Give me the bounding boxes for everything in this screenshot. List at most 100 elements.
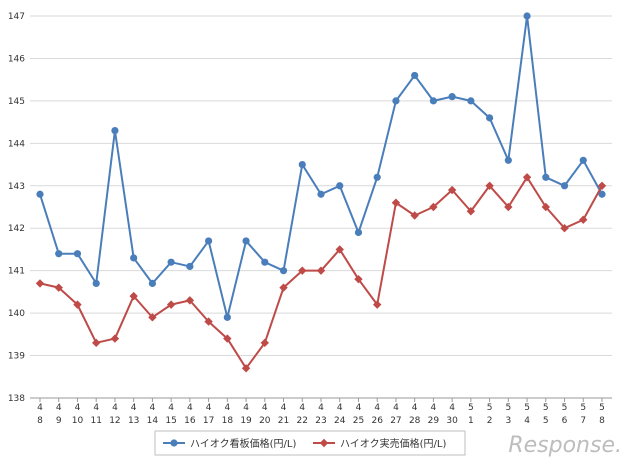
data-point [298,160,306,169]
x-tick-day: 2 [487,416,493,426]
data-point [411,71,419,80]
y-tick-label: 139 [8,352,25,362]
x-tick-month: 4 [393,403,399,413]
y-tick-label: 145 [8,97,25,107]
legend: ハイオク看板価格(円/L) ハイオク実売価格(円/L) [154,430,466,456]
data-point [579,156,587,164]
x-tick-day: 13 [128,416,139,426]
data-point [185,296,195,305]
data-point [110,334,120,343]
x-tick-month: 4 [412,403,418,413]
x-tick-day: 27 [390,416,401,426]
x-tick-month: 4 [187,403,193,413]
x-tick-day: 30 [446,416,458,426]
y-tick-label: 147 [8,12,25,22]
data-point [504,202,513,212]
x-tick-month: 5 [562,403,568,413]
data-point [429,202,438,212]
data-point [354,228,363,237]
x-tick-month: 4 [75,403,81,413]
data-point [92,279,100,287]
data-point [542,173,550,181]
data-point [129,291,138,301]
legend-entry: ハイオク看板価格(円/L) [163,437,296,450]
x-tick-month: 5 [468,403,474,413]
data-point [242,237,250,245]
data-point [166,300,176,309]
series-1 [36,12,606,321]
x-tick-month: 4 [37,403,43,413]
x-tick-month: 5 [524,403,530,413]
x-tick-day: 5 [543,416,549,426]
x-tick-month: 4 [356,403,362,413]
x-tick-month: 4 [112,403,118,413]
data-point [466,207,476,216]
x-tick-month: 4 [243,403,249,413]
x-tick-month: 4 [262,403,268,413]
x-tick-day: 18 [222,416,234,426]
watermark: Response. [508,433,622,458]
data-point [391,198,401,207]
x-tick-day: 11 [90,416,101,426]
y-tick-label: 141 [8,267,25,277]
data-point [335,245,344,254]
data-point [560,224,569,233]
x-tick-month: 5 [543,403,549,413]
x-tick-day: 28 [409,416,421,426]
data-point [523,12,531,20]
data-point [598,190,606,198]
legend-label: ハイオク実売価格(円/L) [340,437,446,450]
gridlines [30,15,612,402]
x-tick-month: 4 [224,403,230,413]
data-point [55,250,63,258]
data-point [373,173,381,181]
legend-label: ハイオク看板価格(円/L) [190,437,296,450]
data-point [35,279,45,288]
data-point [170,439,178,447]
y-tick-label: 143 [8,182,25,192]
data-point [36,190,44,198]
data-point [73,250,82,258]
x-tick-month: 4 [374,403,380,413]
data-point [597,181,607,190]
data-point [279,283,288,292]
data-point [447,185,457,195]
data-point [541,202,550,212]
data-point [504,156,512,164]
data-point [448,93,456,101]
data-point [467,97,475,105]
x-tick-month: 4 [337,403,343,413]
data-point [485,181,494,190]
data-point [317,190,325,198]
data-point [167,258,175,266]
x-tick-day: 14 [147,416,159,426]
data-point [486,114,494,122]
x-tick-day: 23 [315,416,326,426]
data-point [148,279,156,287]
x-tick-month: 4 [56,403,62,413]
x-tick-day: 19 [240,416,252,426]
data-point [410,211,419,220]
x-tick-day: 17 [203,416,214,426]
data-point [316,266,326,275]
data-point [54,283,63,292]
data-point [392,97,400,105]
data-point [241,364,251,373]
x-tick-day: 15 [165,416,176,426]
data-point [130,254,138,262]
data-point [205,237,213,245]
x-tick-month: 5 [580,403,586,413]
x-tick-month: 5 [599,403,605,413]
x-tick-month: 4 [318,403,324,413]
data-point [260,338,269,348]
x-tick-month: 4 [431,403,437,413]
data-point [73,300,82,309]
data-point [336,182,344,190]
x-tick-day: 26 [371,416,383,426]
x-tick-day: 10 [72,416,84,426]
data-point [298,266,307,275]
x-tick-day: 7 [580,416,586,426]
data-point [429,97,437,105]
x-tick-day: 6 [562,416,568,426]
watermark-text: Response. [508,433,622,458]
